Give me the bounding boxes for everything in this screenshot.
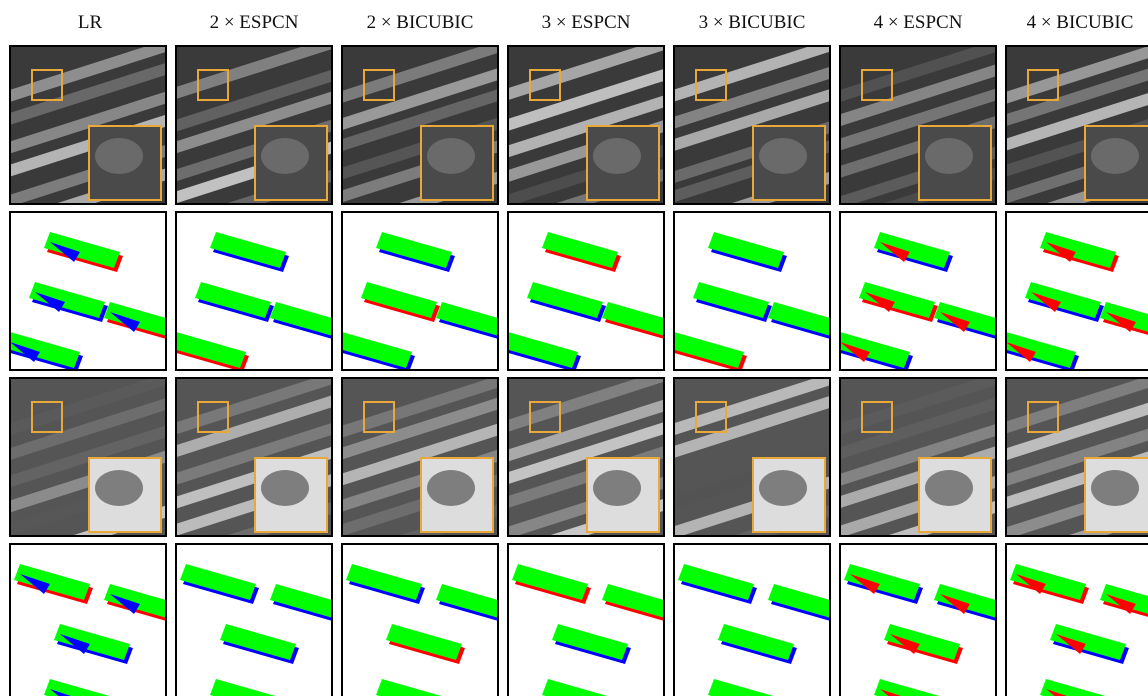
zoom-detail <box>427 470 475 506</box>
tile-content <box>10 544 183 696</box>
tile-content <box>840 373 996 563</box>
tile-content <box>508 370 664 561</box>
mask-bg <box>176 544 332 696</box>
image-tile <box>840 373 996 563</box>
mask-bg <box>508 544 664 696</box>
image-tile <box>1006 372 1148 568</box>
zoom-detail <box>95 470 143 506</box>
image-tile <box>342 376 498 566</box>
zoom-detail <box>759 470 807 506</box>
mask-bg <box>674 544 830 696</box>
zoom-detail <box>95 138 143 174</box>
column-header: 2 × BICUBIC <box>367 12 474 33</box>
tile-content <box>1006 372 1148 568</box>
image-tile <box>508 370 664 561</box>
column-header: 4 × ESPCN <box>874 12 963 33</box>
segmentation-tile <box>1006 544 1148 696</box>
tile-content <box>342 376 498 566</box>
segmentation-tile <box>674 544 847 696</box>
tile-content <box>674 373 830 566</box>
segmentation-tile <box>668 212 847 372</box>
tile-content <box>10 40 166 230</box>
page: LR 2 × ESPCN 2 × BICUBIC 3 × ESPCN 3 × B… <box>0 0 1148 696</box>
tile-content <box>336 212 515 372</box>
image-tile <box>674 373 830 566</box>
tile-content <box>1000 212 1148 372</box>
column-header: 2 × ESPCN <box>210 12 299 33</box>
tile-content <box>10 373 166 567</box>
mask-bg <box>10 544 166 696</box>
image-tile <box>1006 42 1148 229</box>
image-tile <box>508 38 664 230</box>
tile-content <box>1006 544 1148 696</box>
image-tile <box>342 41 498 234</box>
zoom-detail <box>925 138 973 174</box>
segmentation-tile <box>336 212 515 372</box>
image-tile <box>840 40 996 229</box>
mask-bg <box>342 544 498 696</box>
column-header: 3 × ESPCN <box>542 12 631 33</box>
tile-content <box>502 212 681 372</box>
zoom-detail <box>593 470 641 506</box>
image-tile <box>176 372 332 563</box>
mask-bg <box>840 544 996 696</box>
segmentation-tile <box>10 544 183 696</box>
tile-content <box>668 212 847 372</box>
image-tile <box>674 40 830 234</box>
tile-content <box>674 544 847 696</box>
zoom-detail <box>925 470 973 506</box>
segmentation-tile <box>508 544 681 696</box>
tile-content <box>176 37 332 232</box>
tile-content <box>508 38 664 230</box>
column-header: 3 × BICUBIC <box>699 12 806 33</box>
tile-content <box>834 212 1013 372</box>
tile-content <box>508 544 681 696</box>
segmentation-tile <box>4 212 183 372</box>
zoom-detail <box>593 138 641 174</box>
segmentation-tile <box>502 212 681 372</box>
figure: LR 2 × ESPCN 2 × BICUBIC 3 × ESPCN 3 × B… <box>0 0 1148 696</box>
tile-content <box>840 544 1013 696</box>
mask-bg <box>1006 544 1148 696</box>
zoom-detail <box>759 138 807 174</box>
segmentation-tile <box>834 212 1013 372</box>
tile-content <box>342 544 515 696</box>
image-tile <box>10 373 166 567</box>
tile-content <box>1006 42 1148 229</box>
segmentation-tile <box>1000 212 1148 372</box>
tile-content <box>840 40 996 229</box>
zoom-detail <box>1091 470 1139 506</box>
image-tile <box>10 40 166 230</box>
image-tile <box>176 37 332 232</box>
zoom-detail <box>261 138 309 174</box>
segmentation-tile <box>176 544 349 696</box>
segmentation-tile <box>342 544 515 696</box>
segmentation-tile <box>840 544 1013 696</box>
segmentation-tile <box>170 212 349 372</box>
zoom-detail <box>1091 138 1139 174</box>
column-header: 4 × BICUBIC <box>1027 12 1134 33</box>
tile-content <box>176 544 349 696</box>
column-header: LR <box>78 12 103 33</box>
tile-content <box>4 212 183 372</box>
zoom-detail <box>427 138 475 174</box>
tile-content <box>170 212 349 372</box>
zoom-detail <box>261 470 309 506</box>
